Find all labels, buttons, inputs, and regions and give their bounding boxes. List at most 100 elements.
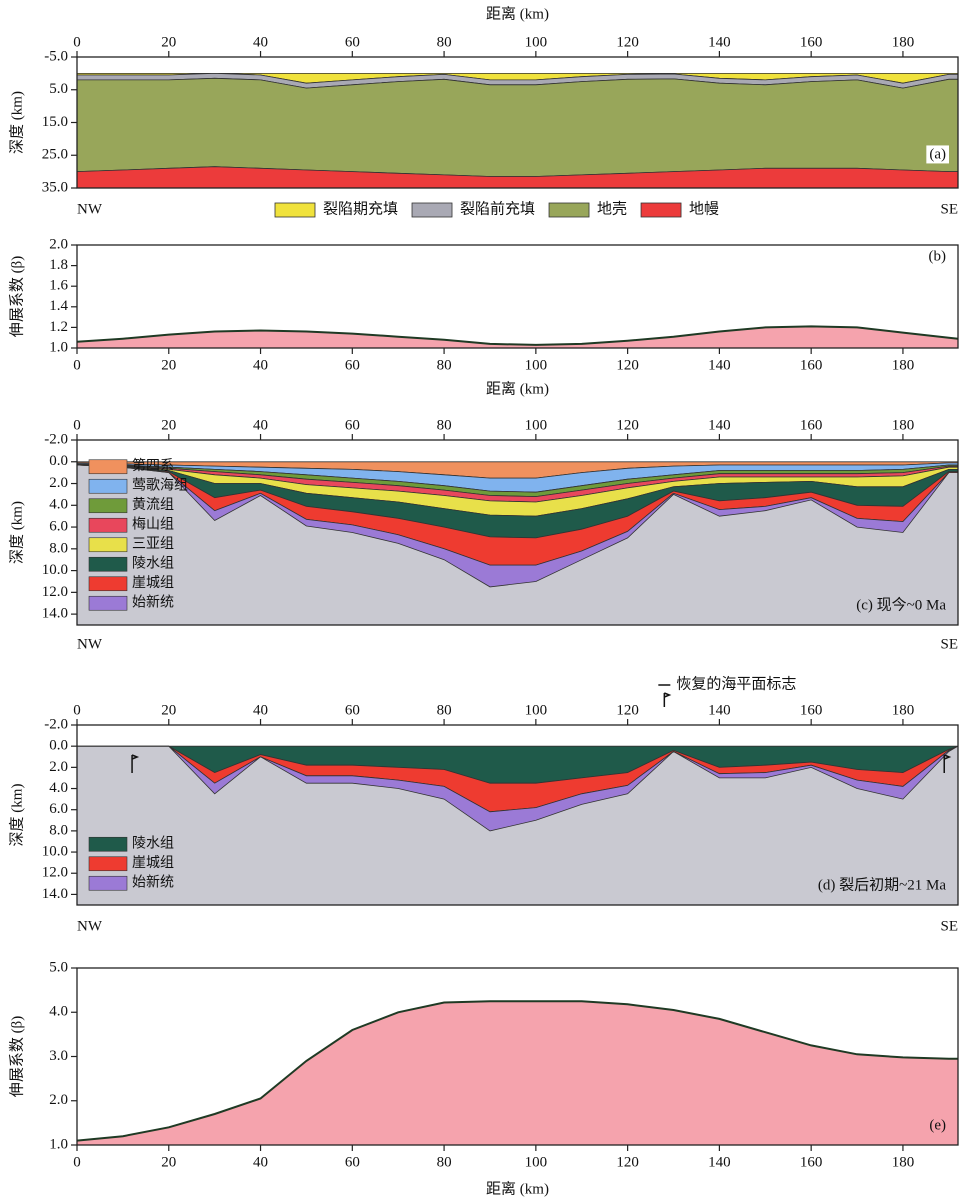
x-tick-label: 40 — [253, 1154, 268, 1170]
figure: -5.05.015.025.035.0020406080100120140160… — [0, 0, 960, 1202]
legend-swatch — [549, 203, 589, 217]
y-tick-label: 2.0 — [49, 475, 68, 491]
legend-label: 第四系 — [132, 457, 174, 474]
y-tick-label: 10.0 — [42, 843, 68, 859]
x-tick-label: 40 — [253, 357, 268, 373]
x-tick-label: 60 — [345, 34, 360, 50]
y-tick-label: 12.0 — [42, 584, 68, 600]
direction-label: NW — [77, 918, 103, 934]
x-tick-label: 80 — [437, 417, 452, 433]
x-tick-label: 100 — [525, 1154, 548, 1170]
y-tick-label: 8.0 — [49, 822, 68, 838]
legend-label: 裂陷前充填 — [460, 200, 535, 217]
y-tick-label: -2.0 — [44, 431, 68, 447]
legend-label: 崖城组 — [132, 855, 174, 871]
x-tick-label: 120 — [616, 34, 639, 50]
legend-swatch — [89, 557, 127, 571]
y-tick-label: 4.0 — [49, 497, 68, 513]
y-tick-label: 1.2 — [49, 319, 68, 335]
x-tick-label: 140 — [708, 357, 731, 373]
y-tick-label: 5.0 — [49, 81, 68, 97]
y-tick-label: 2.0 — [49, 759, 68, 775]
x-tick-label: 60 — [345, 417, 360, 433]
y-axis-title: 深度 (km) — [8, 501, 25, 564]
x-tick-label: 140 — [708, 417, 731, 433]
legend-label: 始新统 — [132, 594, 174, 610]
x-tick-label: 180 — [892, 357, 915, 373]
x-tick-label: 40 — [253, 417, 268, 433]
panel-label: (d) 裂后初期~21 Ma — [818, 876, 946, 893]
y-tick-label: 1.8 — [49, 257, 68, 273]
legend-label: 梅山组 — [132, 516, 174, 532]
x-tick-label: 20 — [161, 1154, 176, 1170]
y-tick-label: 0.0 — [49, 738, 68, 754]
y-tick-label: -2.0 — [44, 716, 68, 732]
y-tick-label: 14.0 — [42, 606, 68, 622]
x-tick-label: 100 — [525, 357, 548, 373]
y-tick-label: 6.0 — [49, 801, 68, 817]
x-tick-label: 120 — [616, 357, 639, 373]
x-tick-label: 120 — [616, 417, 639, 433]
x-tick-label: 160 — [800, 34, 823, 50]
x-tick-label: 60 — [345, 357, 360, 373]
legend-label: 黄流组 — [132, 496, 174, 513]
y-tick-label: 14.0 — [42, 886, 68, 902]
y-tick-label: 1.0 — [49, 1136, 68, 1152]
y-tick-label: 35.0 — [42, 179, 68, 195]
x-tick-label: 140 — [708, 34, 731, 50]
x-tick-label: 0 — [73, 357, 81, 373]
x-tick-label: 0 — [73, 34, 81, 50]
x-tick-label: 180 — [892, 34, 915, 50]
layer — [77, 78, 958, 176]
x-tick-label: 60 — [345, 702, 360, 718]
legend-label: 莺歌海组 — [132, 477, 188, 493]
legend-label: 裂陷期充填 — [323, 200, 398, 217]
x-tick-label: 100 — [525, 34, 548, 50]
panel-label: (b) — [929, 248, 947, 264]
x-tick-label: 20 — [161, 417, 176, 433]
x-tick-label: 80 — [437, 357, 452, 373]
x-tick-label: 20 — [161, 702, 176, 718]
legend-swatch — [89, 876, 127, 890]
y-tick-label: -5.0 — [44, 48, 68, 64]
x-axis-title: 距离 (km) — [486, 380, 549, 397]
x-tick-label: 180 — [892, 702, 915, 718]
x-tick-label: 100 — [525, 417, 548, 433]
legend-label: 始新统 — [132, 874, 174, 890]
legend-swatch — [89, 460, 127, 474]
y-tick-label: 3.0 — [49, 1048, 68, 1064]
x-tick-label: 120 — [616, 1154, 639, 1170]
y-tick-label: 6.0 — [49, 518, 68, 534]
y-tick-label: 0.0 — [49, 453, 68, 469]
legend-label: 三亚组 — [132, 536, 174, 552]
x-tick-label: 20 — [161, 34, 176, 50]
direction-label: SE — [940, 636, 958, 652]
panel-label: (e) — [929, 1117, 946, 1133]
y-tick-label: 1.6 — [49, 278, 68, 294]
legend-label: 崖城组 — [132, 575, 174, 591]
legend-swatch — [89, 837, 127, 851]
y-axis-title: 伸展系数 (β) — [8, 256, 25, 337]
x-tick-label: 0 — [73, 417, 81, 433]
y-tick-label: 1.4 — [49, 298, 68, 314]
y-axis-title: 深度 (km) — [8, 91, 25, 154]
x-tick-label: 0 — [73, 1154, 81, 1170]
direction-label: NW — [77, 201, 103, 217]
y-tick-label: 8.0 — [49, 540, 68, 556]
panel-label: (a) — [929, 146, 946, 162]
legend-label: 地幔 — [689, 200, 719, 217]
x-tick-label: 140 — [708, 702, 731, 718]
y-tick-label: 4.0 — [49, 780, 68, 796]
y-tick-label: 10.0 — [42, 562, 68, 578]
x-tick-label: 180 — [892, 1154, 915, 1170]
area — [77, 1001, 958, 1145]
x-tick-label: 0 — [73, 702, 81, 718]
legend-swatch — [89, 538, 127, 552]
x-tick-label: 160 — [800, 417, 823, 433]
x-tick-label: 80 — [437, 702, 452, 718]
x-tick-label: 160 — [800, 702, 823, 718]
legend-swatch — [89, 518, 127, 532]
y-tick-label: 25.0 — [42, 147, 68, 163]
legend-swatch — [275, 203, 315, 217]
y-tick-label: 1.0 — [49, 339, 68, 355]
